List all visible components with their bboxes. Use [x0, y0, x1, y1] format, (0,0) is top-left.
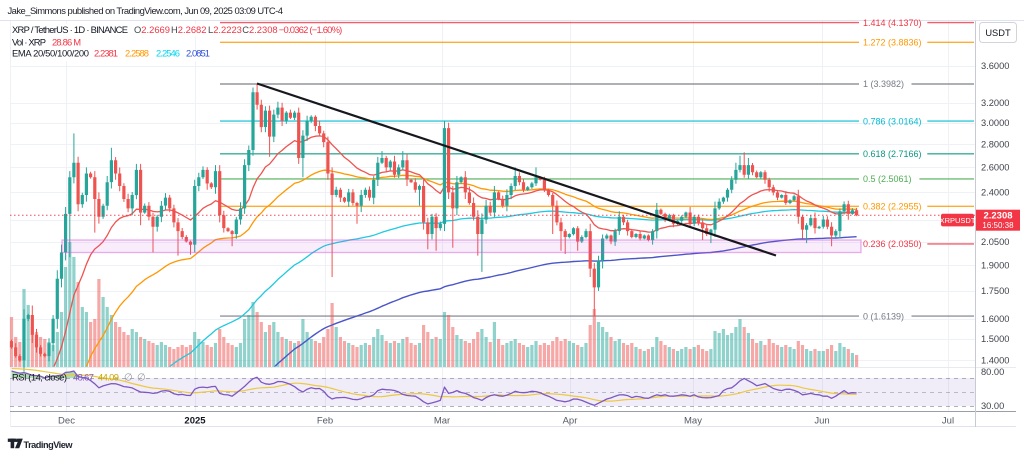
svg-text:1.9000: 1.9000: [981, 261, 1009, 271]
svg-text:O2.2669: O2.2669: [134, 24, 170, 35]
svg-text:May: May: [684, 416, 702, 427]
svg-text:Jul: Jul: [942, 416, 954, 427]
svg-text:Vol · XRP: Vol · XRP: [12, 37, 46, 48]
svg-text:1.7500: 1.7500: [981, 286, 1009, 296]
svg-text:80.00: 80.00: [981, 367, 1004, 377]
svg-text:48.67: 48.67: [73, 372, 94, 383]
svg-text:Feb: Feb: [317, 416, 333, 427]
svg-text:1.6000: 1.6000: [981, 314, 1009, 324]
svg-text:3.6000: 3.6000: [981, 61, 1009, 71]
svg-text:30.00: 30.00: [981, 401, 1004, 411]
svg-text:1.5000: 1.5000: [981, 334, 1009, 344]
svg-text:16:50:38: 16:50:38: [982, 221, 1014, 230]
svg-text:EMA 20/50/100/200: EMA 20/50/100/200: [12, 48, 89, 59]
svg-text:0.236 (2.0350): 0.236 (2.0350): [863, 239, 922, 249]
svg-text:2.4000: 2.4000: [981, 188, 1009, 198]
svg-text:TradingView: TradingView: [24, 440, 74, 450]
svg-text:2.0500: 2.0500: [981, 237, 1009, 247]
svg-text:0.382 (2.2955): 0.382 (2.2955): [863, 202, 922, 212]
svg-text:28.86 M: 28.86 M: [52, 37, 81, 48]
svg-text:2025: 2025: [184, 416, 206, 427]
svg-text:0.5 (2.5061): 0.5 (2.5061): [863, 174, 912, 184]
svg-text:1.414 (4.1370): 1.414 (4.1370): [863, 18, 922, 28]
svg-text:Apr: Apr: [563, 416, 578, 427]
svg-text:H2.2682: H2.2682: [171, 24, 206, 35]
svg-text:44.09: 44.09: [98, 372, 119, 383]
svg-text:1 (3.3982): 1 (3.3982): [863, 79, 904, 89]
svg-text:0.786 (3.0164): 0.786 (3.0164): [863, 116, 922, 126]
svg-text:0 (1.6139): 0 (1.6139): [863, 311, 904, 321]
svg-text:2.2546: 2.2546: [156, 48, 180, 59]
svg-text:1.272 (3.8836): 1.272 (3.8836): [863, 38, 922, 48]
svg-text:2.8000: 2.8000: [981, 140, 1009, 150]
svg-text:2.6000: 2.6000: [981, 163, 1009, 173]
svg-text:Dec: Dec: [58, 416, 75, 427]
svg-text:3.2000: 3.2000: [981, 98, 1009, 108]
svg-text:XRP / TetherUS · 1D · BINANCE: XRP / TetherUS · 1D · BINANCE: [12, 24, 128, 35]
svg-text:XRPUSDT: XRPUSDT: [940, 216, 976, 225]
svg-text:1.4000: 1.4000: [981, 356, 1009, 366]
svg-text:C2.2308: C2.2308: [242, 24, 277, 35]
svg-text:2.0851: 2.0851: [186, 48, 210, 59]
svg-text:Jun: Jun: [814, 416, 829, 427]
svg-text:2.2588: 2.2588: [125, 48, 149, 59]
svg-text:−0.0362 (−1.60%): −0.0362 (−1.60%): [279, 24, 343, 35]
svg-text:2.2308: 2.2308: [983, 211, 1012, 222]
svg-text:∅: ∅: [124, 373, 133, 384]
svg-text:2.2381: 2.2381: [94, 48, 118, 59]
svg-text:0.618 (2.7166): 0.618 (2.7166): [863, 149, 922, 159]
svg-text:RSI (14, close): RSI (14, close): [12, 372, 67, 383]
svg-text:Mar: Mar: [434, 416, 450, 427]
svg-text:Jake_Simmons published on Trad: Jake_Simmons published on TradingView.co…: [8, 5, 283, 16]
svg-text:L2.2223: L2.2223: [208, 24, 242, 35]
svg-text:3.0000: 3.0000: [981, 118, 1009, 128]
svg-text:USDT: USDT: [985, 28, 1011, 38]
svg-text:∅: ∅: [137, 373, 146, 384]
